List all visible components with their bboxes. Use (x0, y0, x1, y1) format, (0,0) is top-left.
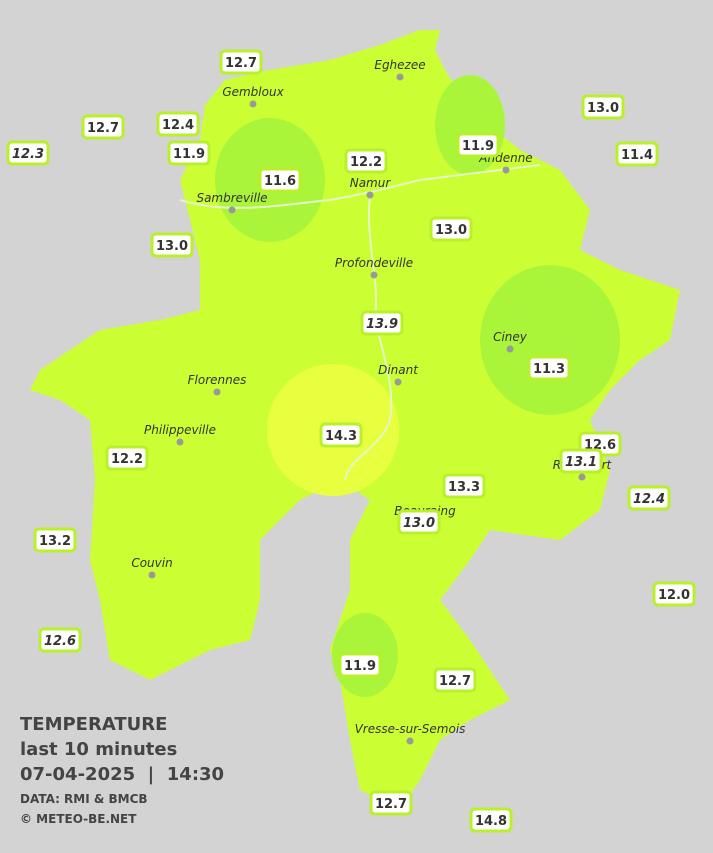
station-box (652, 581, 696, 607)
station-value: 11.3 (533, 362, 565, 377)
station-value: 12.4 (162, 118, 194, 133)
station-value: 12.2 (350, 155, 382, 170)
station-box (429, 216, 473, 242)
station-value: 11.9 (173, 147, 205, 162)
station-box (627, 485, 671, 511)
city-dot (406, 737, 414, 745)
city-name: Ciney (493, 330, 528, 344)
station-value: 12.0 (658, 588, 690, 603)
city-dot (366, 191, 374, 199)
station-box (38, 627, 82, 653)
station-box (615, 141, 659, 167)
city-dot (502, 166, 510, 174)
station-box (369, 790, 413, 816)
city-name: Couvin (131, 556, 172, 570)
city-name: Eghezee (374, 58, 425, 72)
station-value: 13.2 (39, 534, 71, 549)
station-box (456, 132, 500, 158)
station-box (167, 140, 211, 166)
city-name: Vresse-sur-Semois (355, 722, 466, 736)
station-box (219, 49, 263, 75)
station-value: 12.7 (87, 121, 119, 136)
station-box (105, 445, 149, 471)
station-value: 12.2 (111, 452, 143, 467)
legend-datetime: 07-04-2025 | 14:30 (20, 764, 224, 785)
station-value: 11.6 (264, 174, 296, 189)
station-box (469, 807, 513, 833)
station-box (6, 140, 50, 166)
station-value: 13.0 (156, 239, 188, 254)
station-box (527, 355, 571, 381)
station-value: 13.1 (565, 455, 597, 470)
legend-subtitle: last 10 minutes (20, 739, 177, 760)
city-dot (370, 271, 378, 279)
city-dot (396, 73, 404, 81)
city-name: Gembloux (222, 85, 284, 99)
station-box (360, 310, 404, 336)
station-box (581, 94, 625, 120)
station-value: 11.4 (621, 148, 653, 163)
legend-copyright: © METEO-BE.NET (20, 812, 137, 826)
station-box (33, 527, 77, 553)
legend-source: DATA: RMI & BMCB (20, 792, 148, 806)
station-value: 13.0 (587, 101, 619, 116)
station-value: 14.3 (325, 429, 357, 444)
station-box (344, 148, 388, 174)
station-value: 12.6 (44, 634, 76, 649)
station-value: 13.0 (403, 516, 435, 531)
city-dot (506, 345, 514, 353)
station-box (319, 422, 363, 448)
city-dot (394, 378, 402, 386)
city-dot (578, 473, 586, 481)
station-box (559, 448, 603, 474)
city-name: Profondeville (335, 256, 413, 270)
city-dot (176, 438, 184, 446)
station-value: 12.7 (375, 797, 407, 812)
station-box (433, 667, 477, 693)
city-dot (148, 571, 156, 579)
station-box (338, 652, 382, 678)
city-name: Florennes (188, 373, 247, 387)
station-value: 13.0 (435, 223, 467, 238)
station-value: 12.7 (439, 674, 471, 689)
station-box (156, 111, 200, 137)
station-value: 11.9 (344, 659, 376, 674)
station-value: 11.9 (462, 139, 494, 154)
city-name: Dinant (378, 363, 419, 377)
station-value: 13.3 (448, 480, 480, 495)
city-name: Sambreville (196, 191, 267, 205)
legend-title: TEMPERATURE (20, 714, 167, 735)
station-box (258, 167, 302, 193)
station-box (81, 114, 125, 140)
city-dot (228, 206, 236, 214)
river (179, 164, 541, 481)
city-name: Philippeville (144, 423, 216, 437)
city-dot (249, 100, 257, 108)
layer: EghezeeGemblouxAndenneNamurSambrevillePr… (6, 49, 696, 833)
station-value: 12.4 (633, 492, 665, 507)
city-name: Namur (350, 176, 392, 190)
station-value: 13.9 (366, 317, 398, 332)
station-box (150, 232, 194, 258)
zone (480, 265, 620, 415)
station-value: 12.3 (12, 147, 44, 162)
station-box (442, 473, 486, 499)
station-value: 12.7 (225, 56, 257, 71)
station-value: 14.8 (475, 814, 507, 829)
station-box (397, 509, 441, 535)
city-dot (213, 388, 221, 396)
